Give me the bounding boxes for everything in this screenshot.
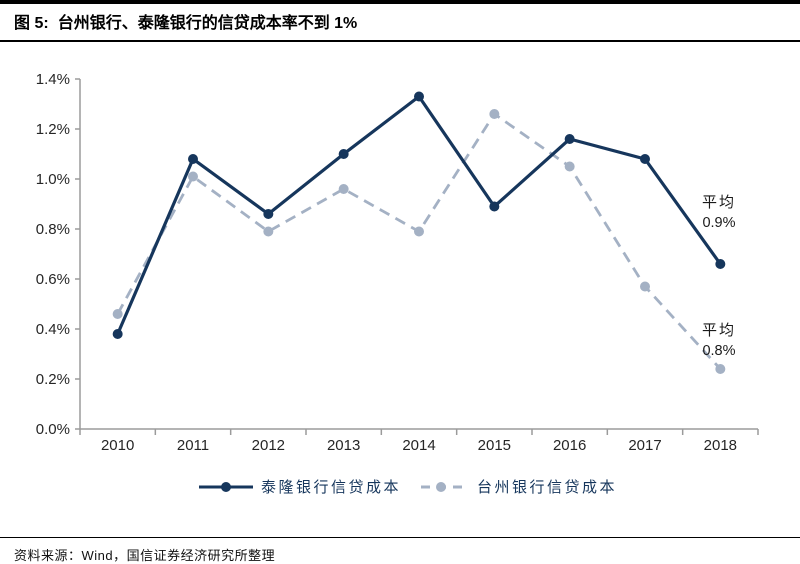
figure-title: 图 5: 台州银行、泰隆银行的信贷成本率不到 1%	[0, 4, 800, 40]
legend-label: 台州银行信贷成本	[477, 479, 617, 496]
average-annotation-line: 0.9%	[702, 215, 735, 231]
x-tick-label: 2015	[478, 437, 511, 454]
y-tick-label: 0.4%	[36, 321, 70, 338]
series-point	[263, 209, 274, 219]
series-point	[489, 109, 500, 119]
series-point	[188, 171, 198, 182]
series-point	[414, 91, 424, 102]
series-point	[564, 134, 575, 144]
average-annotation-line: 0.8%	[702, 343, 735, 359]
average-annotation-line: 平均	[702, 322, 736, 339]
average-annotation-line: 平均	[702, 194, 736, 211]
series-line-dashed	[116, 112, 722, 370]
series-point	[112, 309, 123, 319]
x-tick-label: 2013	[327, 437, 360, 454]
series-point	[188, 154, 198, 164]
y-tick-label: 0.8%	[36, 221, 70, 238]
y-tick-label: 0.6%	[36, 271, 70, 288]
x-tick-label: 2012	[252, 437, 285, 454]
x-tick-label: 2017	[628, 437, 661, 454]
series-point	[640, 154, 650, 164]
y-tick-label: 0.0%	[36, 421, 70, 438]
series-point	[414, 226, 424, 237]
legend-marker-dot	[221, 482, 231, 492]
series-line-solid	[116, 94, 722, 335]
source-note: 资料来源：Wind，国信证券经济研究所整理	[14, 548, 276, 563]
y-tick-label: 1.0%	[36, 171, 70, 188]
series-point	[640, 281, 650, 292]
series-point	[112, 329, 123, 339]
credit-cost-line-chart: 0.0% 0.2% 0.4% 0.6% 0.8% 1.0% 1.2% 1.4% 2010 2011…	[36, 71, 759, 496]
y-tick-label: 1.2%	[36, 121, 70, 138]
figure-label: 图 5:	[14, 15, 49, 32]
title-divider	[0, 40, 800, 42]
y-tick-label: 1.4%	[36, 71, 70, 88]
x-tick-label: 2010	[101, 437, 134, 454]
series-point	[715, 259, 726, 269]
series-point	[489, 201, 500, 212]
x-tick-label: 2014	[402, 437, 435, 454]
footer-divider	[0, 537, 800, 538]
series-point	[338, 184, 349, 194]
figure-title-text: 台州银行、泰隆银行的信贷成本率不到 1%	[57, 15, 358, 32]
series-point	[715, 364, 726, 374]
top-accent-bar	[0, 0, 800, 4]
series-point	[564, 161, 575, 172]
legend-label: 泰隆银行信贷成本	[261, 479, 401, 496]
x-tick-label: 2016	[553, 437, 586, 454]
x-tick-label: 2011	[177, 437, 209, 454]
x-tick-label: 2018	[704, 437, 737, 454]
series-point	[338, 149, 349, 159]
series-point	[263, 226, 274, 237]
y-tick-label: 0.2%	[36, 371, 70, 388]
legend-marker-dot	[436, 482, 446, 492]
